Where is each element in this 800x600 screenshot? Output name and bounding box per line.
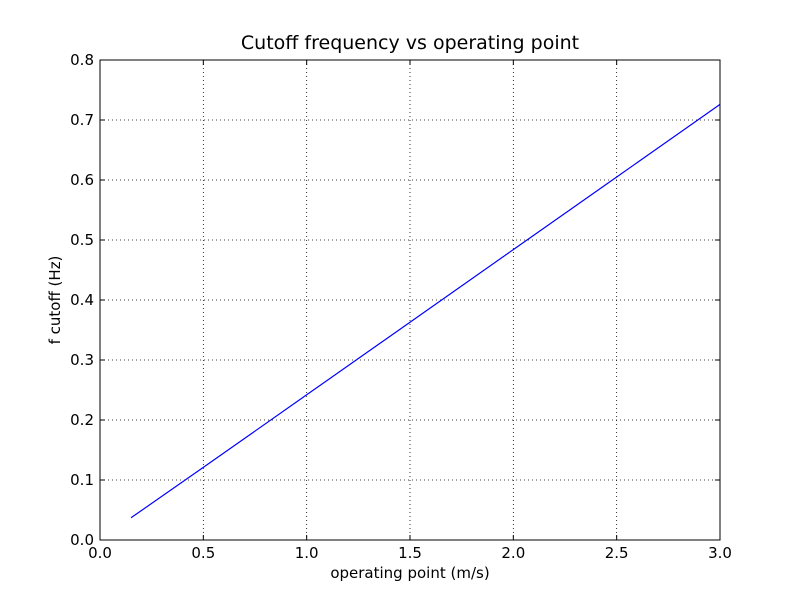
y-tick-label: 0.5: [70, 231, 94, 249]
y-axis-label: f cutoff (Hz): [46, 256, 64, 345]
series-layer: [130, 103, 721, 519]
ticks: 0.0 0.5 1.0 1.5 2.0 2.5 3.0 0.0 0.1 0.2 0.3 0.4 0.5 0…: [70, 51, 732, 562]
y-tick-label: 0.2: [70, 411, 94, 429]
y-tick-label: 0.8: [70, 51, 94, 69]
series-line: [130, 103, 721, 519]
x-tick-label: 1.5: [398, 544, 422, 562]
chart-title: Cutoff frequency vs operating point: [241, 32, 579, 54]
x-tick-label: 3.0: [708, 544, 732, 562]
x-tick-label: 0.0: [88, 544, 112, 562]
x-axis-label: operating point (m/s): [330, 564, 489, 582]
x-tick-label: 2.5: [605, 544, 629, 562]
grid: [99, 59, 721, 541]
x-tick-label: 0.5: [191, 544, 215, 562]
x-tick-label: 1.0: [295, 544, 319, 562]
y-tick-label: 0.6: [70, 171, 94, 189]
x-tick-label: 2.0: [501, 544, 525, 562]
y-tick-label: 0.0: [70, 531, 94, 549]
y-tick-label: 0.3: [70, 351, 94, 369]
y-tick-label: 0.4: [70, 291, 94, 309]
y-tick-label: 0.1: [70, 471, 94, 489]
y-tick-label: 0.7: [70, 111, 94, 129]
